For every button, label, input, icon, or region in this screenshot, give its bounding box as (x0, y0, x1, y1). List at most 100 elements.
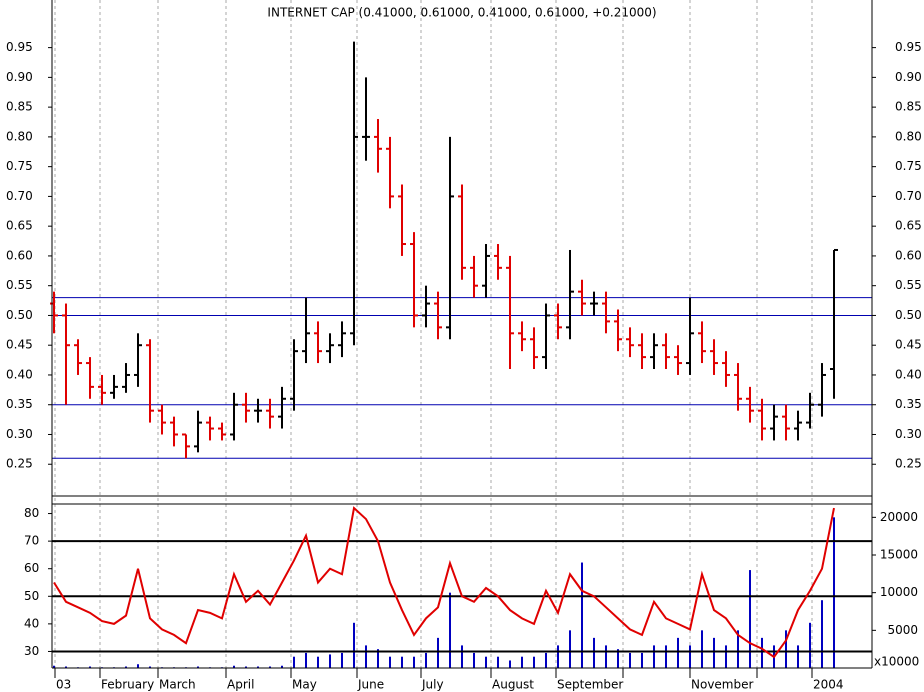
y-tick-label: 0.35 (6, 397, 33, 411)
volume-bar (233, 665, 235, 668)
y2-tick-label: 5000 (887, 623, 918, 637)
y2-tick-label: 0.35 (895, 397, 922, 411)
volume-bar (665, 645, 667, 668)
volume-bar (809, 622, 811, 668)
volume-bar (65, 666, 67, 668)
y2-tick-label: 0.50 (895, 308, 922, 322)
volume-bar (569, 630, 571, 668)
chart-title: INTERNET CAP (0.41000, 0.61000, 0.41000,… (267, 6, 656, 20)
y2-tick-label: 0.60 (895, 248, 922, 262)
x-tick-label: August (492, 678, 534, 692)
x-tick-label: 2004 (813, 678, 844, 692)
volume-bar (329, 654, 331, 668)
volume-bar (497, 656, 499, 668)
y-tick-label: 0.70 (6, 189, 33, 203)
y2-tick-label: 0.45 (895, 338, 922, 352)
volume-bar (245, 666, 247, 668)
volume-bar (557, 645, 559, 668)
volume-bar (653, 645, 655, 668)
y2-tick-label: 0.30 (895, 427, 922, 441)
volume-bar (605, 645, 607, 668)
volume-bar (365, 645, 367, 668)
x-tick-label: April (227, 678, 254, 692)
rsi-line (53, 506, 835, 659)
y-tick-label: 0.90 (6, 70, 33, 84)
y2-tick-label: 20000 (880, 510, 918, 524)
y-tick-label: 60 (24, 561, 39, 575)
y-tick-label: 0.45 (6, 338, 33, 352)
x-tick-label: May (292, 678, 317, 692)
y-tick-label: 80 (24, 506, 39, 520)
y-tick-label: 0.95 (6, 40, 33, 54)
volume-bar (725, 645, 727, 668)
volume-bar (389, 656, 391, 668)
volume-bar (461, 645, 463, 668)
volume-bar (785, 630, 787, 668)
volume-bar (629, 652, 631, 668)
volume-bar (413, 656, 415, 668)
volume-bar (377, 649, 379, 668)
y2-tick-label: 0.90 (895, 70, 922, 84)
volume-bar (677, 637, 679, 668)
y2-tick-label: 0.85 (895, 100, 922, 114)
volume-bar (797, 645, 799, 668)
y-tick-label: 30 (24, 644, 39, 658)
y-tick-label: 0.60 (6, 248, 33, 262)
y-tick-label: 0.65 (6, 219, 33, 233)
volume-bar (89, 666, 91, 668)
volume-bar (689, 645, 691, 668)
volume-bar (401, 656, 403, 668)
x-tick-label: 03 (56, 678, 71, 692)
y-tick-label: 0.80 (6, 129, 33, 143)
y-tick-label: 70 (24, 534, 39, 548)
y-tick-label: 0.25 (6, 457, 33, 471)
volume-bar (137, 664, 139, 668)
volume-bar (281, 665, 283, 668)
volume-bar (713, 637, 715, 668)
volume-bar (821, 600, 823, 668)
y2-tick-label: 0.75 (895, 159, 922, 173)
volume-bar (761, 637, 763, 668)
y-tick-label: 0.75 (6, 159, 33, 173)
volume-bar (509, 660, 511, 668)
volume-bar (353, 622, 355, 668)
y2-tick-label: 15000 (880, 548, 918, 562)
y2-tick-label: 10000 (880, 585, 918, 599)
volume-bar (257, 666, 259, 668)
volume-bar (341, 652, 343, 668)
volume-bar (305, 652, 307, 668)
y2-tick-label: 0.40 (895, 367, 922, 381)
volume-bar (617, 649, 619, 668)
volume-bar (449, 592, 451, 668)
volume-bar (473, 652, 475, 668)
volume-bar (581, 562, 583, 668)
y2-unit: x10000 (874, 655, 919, 669)
volume-bar (737, 630, 739, 668)
volume-bar (833, 517, 835, 668)
volume-bar (53, 665, 55, 668)
y2-tick-label: 0.70 (895, 189, 922, 203)
y-tick-label: 50 (24, 589, 39, 603)
volume-bar (545, 652, 547, 668)
volume-bar (197, 666, 199, 668)
y2-tick-label: 0.55 (895, 278, 922, 292)
volume-bar (485, 656, 487, 668)
volume-bar (749, 570, 751, 668)
x-tick-label: March (159, 678, 196, 692)
volume-bar (125, 666, 127, 668)
y-tick-label: 0.55 (6, 278, 33, 292)
y2-tick-label: 0.95 (895, 40, 922, 54)
volume-bar (317, 656, 319, 668)
volume-bar (437, 637, 439, 668)
volume-bar (533, 656, 535, 668)
volume-bar (593, 637, 595, 668)
x-tick-label: November (691, 678, 753, 692)
volume-bar (269, 666, 271, 668)
volume-bar (293, 656, 295, 668)
y-tick-label: 0.40 (6, 367, 33, 381)
volume-bar (701, 630, 703, 668)
y2-tick-label: 0.25 (895, 457, 922, 471)
volume-bar (425, 652, 427, 668)
